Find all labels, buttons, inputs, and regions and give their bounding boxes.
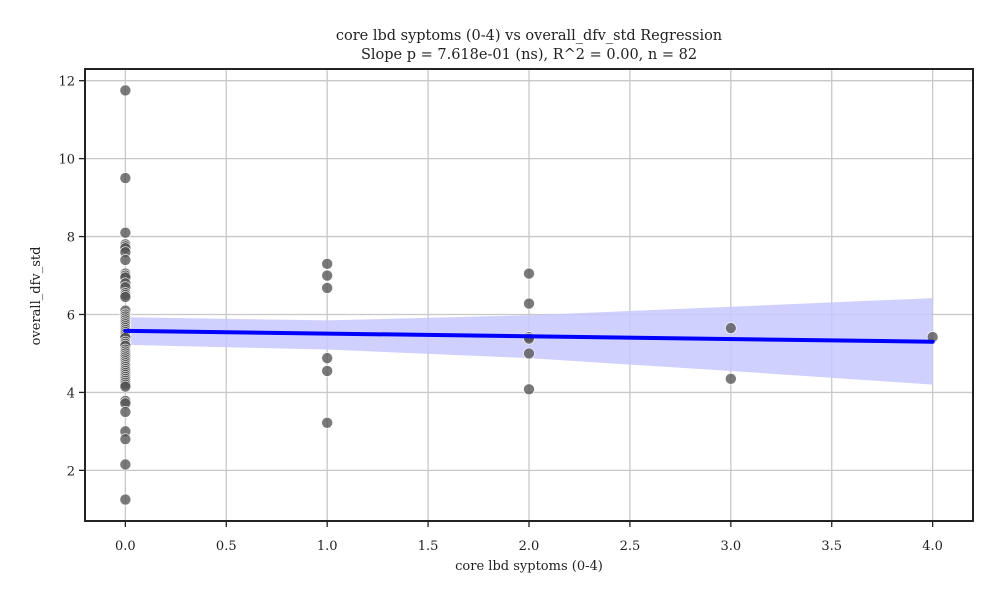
x-tick-label-2: 1.0 — [317, 539, 338, 554]
data-point-71 — [523, 383, 535, 396]
x-tick-label-3: 1.5 — [418, 539, 439, 554]
grid-lines — [85, 69, 973, 521]
regression-line — [123, 328, 935, 344]
y-tick-label-0: 2 — [67, 464, 75, 479]
y-tick-label-3: 8 — [67, 231, 75, 246]
x-tick-label-5: 2.5 — [620, 539, 641, 554]
x-tick-label-0: 0.0 — [115, 539, 136, 554]
y-tick-label-2: 6 — [67, 308, 75, 323]
data-point-73 — [725, 372, 737, 385]
data-point-15 — [119, 291, 132, 303]
data-point-0 — [119, 84, 132, 97]
x-tick-label-8: 4.0 — [922, 539, 943, 554]
x-tick-label-7: 3.5 — [821, 539, 842, 554]
y-tick-label-4: 10 — [58, 153, 75, 168]
data-point-67 — [523, 297, 535, 310]
regression-line-layer — [123, 328, 935, 344]
x-tick-label-4: 2.0 — [519, 539, 540, 554]
y-axis-ticks: 2 4 6 8 10 12 — [58, 75, 85, 479]
data-point-58 — [119, 458, 132, 471]
x-tick-label-1: 0.5 — [216, 539, 237, 554]
data-point-55 — [119, 406, 132, 418]
data-point-62 — [321, 282, 333, 294]
data-point-70 — [523, 347, 535, 360]
y-tick-label-5: 12 — [58, 75, 75, 90]
data-point-52 — [119, 380, 132, 393]
data-point-65 — [321, 417, 333, 429]
data-point-59 — [119, 493, 132, 506]
data-point-63 — [321, 352, 333, 364]
x-tick-label-6: 3.0 — [720, 539, 741, 554]
data-point-61 — [321, 269, 333, 282]
x-axis-ticks: 0.0 0.5 1.0 1.5 2.0 2.5 3.0 3.5 4.0 — [115, 521, 943, 554]
data-point-57 — [119, 433, 132, 445]
data-point-1 — [119, 172, 132, 184]
data-point-72 — [725, 322, 737, 334]
data-point-7 — [119, 254, 132, 266]
data-point-60 — [321, 258, 333, 270]
y-axis-label: overall_dfv_std — [29, 247, 44, 346]
chart-subtitle: Slope p = 7.618e-01 (ns), R^2 = 0.00, n … — [361, 47, 697, 63]
x-axis-label: core lbd syptoms (0-4) — [455, 559, 603, 574]
data-point-66 — [523, 267, 535, 280]
chart-title: core lbd syptoms (0-4) vs overall_dfv_st… — [336, 28, 722, 44]
data-point-2 — [119, 226, 132, 239]
y-tick-label-1: 4 — [67, 386, 75, 401]
data-point-64 — [321, 365, 333, 377]
